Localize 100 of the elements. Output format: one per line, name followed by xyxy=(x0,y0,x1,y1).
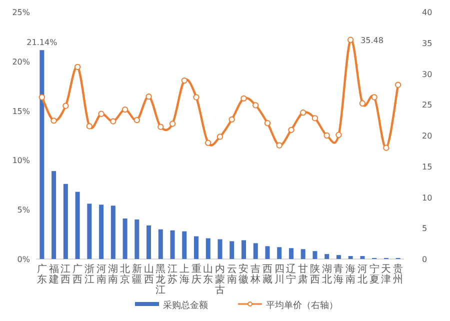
legend-label: 平均单价（右轴） xyxy=(266,300,338,311)
x-tick-label: 黑龙江 xyxy=(156,264,166,296)
y-tick-label: 25% xyxy=(12,8,30,17)
point xyxy=(228,116,235,123)
x-tick-label: 湖南 xyxy=(108,263,118,286)
point xyxy=(216,134,224,140)
x-tick-label: 北京 xyxy=(120,263,130,286)
point xyxy=(62,102,69,109)
y-tick-label: 5% xyxy=(17,206,30,215)
x-tick-label: 宁夏 xyxy=(369,263,380,286)
y2-tick-label: 10 xyxy=(422,193,432,202)
point xyxy=(193,94,200,100)
x-tick-label: 江苏 xyxy=(168,263,178,286)
data-label: 35.48 xyxy=(360,36,384,45)
point xyxy=(383,144,390,151)
x-tick-label: 四川 xyxy=(274,264,284,286)
point xyxy=(205,140,212,146)
x-tick-label: 江西 xyxy=(60,263,71,286)
bar xyxy=(277,247,282,259)
point xyxy=(169,120,176,127)
x-tick-label: 广东 xyxy=(36,263,47,286)
bar xyxy=(312,251,318,259)
point xyxy=(146,94,152,100)
bar xyxy=(230,241,234,259)
bar xyxy=(360,256,365,259)
x-tick-label: 湖北 xyxy=(322,263,332,286)
point xyxy=(276,142,282,148)
x-tick-label: 甘肃 xyxy=(298,263,308,286)
bar xyxy=(218,239,222,259)
point xyxy=(134,116,140,124)
bar xyxy=(158,229,163,259)
bar xyxy=(324,254,330,259)
x-tick-label: 天津 xyxy=(381,264,392,286)
bar xyxy=(265,246,270,259)
point xyxy=(50,118,57,124)
bar xyxy=(110,206,116,259)
x-tick-label: 内蒙古 xyxy=(215,263,225,296)
x-tick-label: 山西 xyxy=(144,263,154,286)
point xyxy=(158,124,164,130)
x-tick-label: 陕西 xyxy=(310,263,320,286)
x-tick-label: 云南 xyxy=(226,264,237,286)
point xyxy=(240,95,247,102)
point xyxy=(86,123,93,130)
x-tick-label: 吉林 xyxy=(250,263,261,286)
point xyxy=(181,77,188,84)
legend-label: 采购总金额 xyxy=(163,300,208,311)
bar xyxy=(63,184,68,259)
point xyxy=(300,110,306,116)
y2-tick-label: 0 xyxy=(422,255,428,264)
point xyxy=(371,94,378,100)
x-tick-label: 重庆 xyxy=(191,263,202,286)
point xyxy=(252,102,259,108)
point xyxy=(359,100,366,106)
bar xyxy=(52,171,56,259)
y2-tick-label: 40 xyxy=(422,8,432,17)
bar xyxy=(134,219,140,259)
x-tick-label: 新疆 xyxy=(132,263,142,286)
bar xyxy=(146,225,152,259)
bar xyxy=(206,238,210,259)
point xyxy=(74,64,81,70)
x-tick-label: 西藏 xyxy=(262,264,272,286)
x-tick-label: 海南 xyxy=(346,263,356,286)
x-tick-label: 广西 xyxy=(72,263,83,286)
point xyxy=(122,106,128,113)
bar xyxy=(99,204,104,259)
x-tick-label: 上海 xyxy=(179,263,190,286)
x-tick-label: 浙江 xyxy=(84,263,94,286)
x-tick-label: 贵州 xyxy=(393,263,404,286)
point xyxy=(336,132,342,138)
bar xyxy=(241,240,246,259)
point xyxy=(110,118,116,124)
bar xyxy=(348,256,353,259)
x-tick-label: 安徽 xyxy=(238,263,249,286)
x-tick-label: 河南 xyxy=(96,263,106,286)
point xyxy=(324,132,330,139)
bar xyxy=(194,236,199,259)
data-label: 21.14% xyxy=(26,38,58,48)
y-tick-label: 15% xyxy=(12,106,30,116)
y2-tick-label: 15 xyxy=(422,162,432,172)
bar xyxy=(122,218,128,259)
y2-tick-label: 25 xyxy=(422,100,432,110)
x-tick-label: 河北 xyxy=(357,263,368,286)
x-tick-label: 辽宁 xyxy=(286,263,296,286)
y-tick-label: 10% xyxy=(12,156,30,166)
point xyxy=(264,120,271,126)
point xyxy=(98,110,104,117)
bar xyxy=(75,192,80,259)
point xyxy=(288,126,294,134)
bar xyxy=(87,204,92,259)
y-tick-label: 0% xyxy=(17,255,30,264)
x-tick-label: 青海 xyxy=(334,263,344,286)
y2-tick-label: 5 xyxy=(422,224,428,234)
y-tick-label: 20% xyxy=(12,57,30,66)
bar xyxy=(40,50,44,259)
point xyxy=(38,94,46,100)
bar xyxy=(300,249,306,259)
y2-tick-label: 30 xyxy=(422,70,432,79)
bar xyxy=(336,255,341,259)
point xyxy=(394,82,402,88)
point xyxy=(312,115,318,122)
